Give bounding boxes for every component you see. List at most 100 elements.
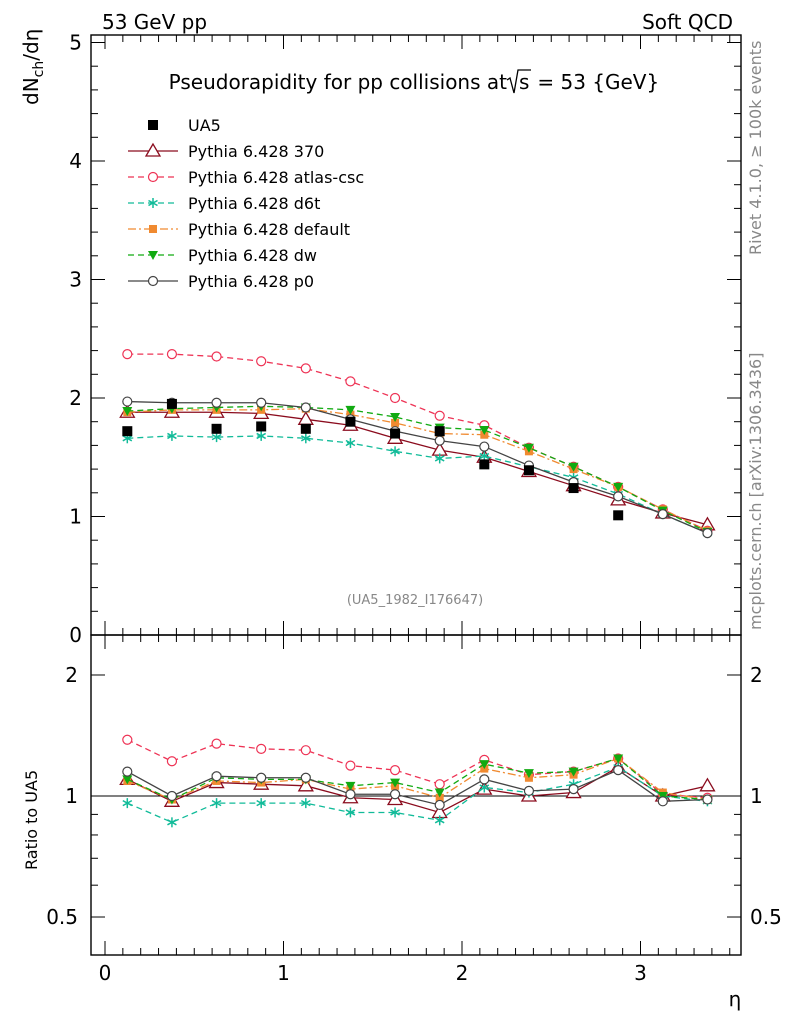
data-point [390, 428, 401, 439]
ratio-point [345, 760, 356, 771]
series-point [613, 482, 624, 492]
ratio-point [300, 745, 311, 756]
ratio-point [568, 767, 579, 777]
ratio-point [613, 754, 624, 764]
ratio-line [127, 769, 708, 806]
legend-label: Pythia 6.428 p0 [188, 272, 314, 291]
series-point [122, 349, 133, 360]
chart-title: Pseudorapidity for pp collisions at s = … [169, 69, 659, 94]
ratio-point [523, 769, 534, 779]
svg-text:dNch/dη: dNch/dη [19, 29, 47, 105]
ratio-point [568, 784, 579, 795]
ratio-point [297, 777, 314, 792]
ratio-point [256, 743, 267, 754]
ratio-point [434, 799, 445, 811]
series-point [256, 430, 267, 441]
ratio-point [479, 760, 490, 770]
series-point [122, 407, 133, 417]
series-line [127, 408, 708, 532]
ratio-point [211, 771, 222, 782]
ratio-point [657, 796, 668, 807]
legend-marker [148, 120, 158, 130]
data-point [613, 510, 624, 521]
y-tick-label: 4 [69, 149, 82, 173]
ratio-point [166, 790, 178, 802]
series-line [127, 411, 708, 526]
series-pythia-6-428-370 [119, 403, 716, 819]
ratio-point [300, 798, 311, 809]
title-prefix: Pseudorapidity for pp collisions at [169, 70, 507, 94]
data-point [300, 423, 311, 434]
x-tick-label: 1 [277, 961, 290, 985]
data-point [568, 483, 579, 494]
series-point [479, 441, 490, 452]
series-point [434, 453, 445, 464]
y-tick-label: 1 [69, 505, 82, 529]
legend-label: UA5 [188, 116, 221, 135]
ratio-line [127, 739, 708, 799]
series-point [122, 396, 133, 407]
ratio-point [434, 788, 445, 798]
series-point [167, 430, 177, 441]
ratio-point [389, 789, 401, 800]
data-point [166, 398, 177, 409]
legend-marker [147, 171, 159, 183]
data-point [434, 426, 445, 437]
series-point [345, 405, 356, 415]
series-point [211, 351, 222, 362]
ratio-point [122, 775, 133, 785]
ratio-tick-label-right: 1 [750, 784, 763, 808]
header-left: 53 GeV pp [102, 10, 207, 34]
series-point [389, 392, 401, 404]
series-point [345, 438, 356, 449]
series-point [702, 527, 713, 539]
ratio-line [127, 766, 708, 814]
side-label-top: Rivet 4.1.0, ≥ 100k events [746, 41, 765, 255]
ratio-point [702, 794, 713, 805]
ratio-point [613, 764, 624, 776]
data-point [122, 426, 133, 437]
legend-entry: Pythia 6.428 atlas-csc [128, 168, 364, 187]
ratio-point [434, 815, 445, 826]
ratio-tick-label: 1 [65, 784, 78, 808]
ratio-point [122, 798, 133, 809]
legend-entry: Pythia 6.428 p0 [128, 272, 314, 291]
series-point [479, 425, 490, 435]
legend-label: Pythia 6.428 dw [188, 246, 317, 265]
legend-entry: Pythia 6.428 default [128, 220, 350, 239]
ratio-point [300, 772, 311, 783]
title-suffix: = 53 {GeV} [531, 70, 659, 94]
data-point [211, 423, 222, 434]
ratio-point [390, 807, 400, 818]
ratio-line [127, 757, 708, 801]
legend-marker [149, 225, 157, 233]
legend-label: Pythia 6.428 default [188, 220, 350, 239]
ratio-point [211, 798, 222, 809]
series-point [300, 363, 311, 374]
series-line [127, 435, 708, 534]
y-tick-label: 2 [69, 386, 82, 410]
sqrt-sign [506, 69, 531, 94]
series-point [300, 433, 311, 444]
series-point [613, 491, 624, 502]
series-point [434, 435, 445, 446]
legend-entry: UA5 [148, 116, 221, 135]
data-point [479, 459, 490, 470]
data-point [256, 421, 267, 432]
legend-entry: Pythia 6.428 d6t [128, 194, 320, 213]
ratio-point [523, 785, 535, 796]
ratio-point [479, 774, 490, 785]
ratio-point [211, 738, 222, 749]
ratio-point [434, 779, 445, 790]
ratio-tick-label-right: 2 [750, 663, 763, 687]
ratio-tick-label-right: 0.5 [750, 905, 782, 929]
ratio-plot-frame [90, 634, 742, 956]
series-point [390, 412, 401, 422]
series-point [300, 402, 311, 413]
series-point [434, 410, 445, 421]
ratio-line [127, 766, 708, 824]
y-tick-label: 5 [69, 31, 82, 55]
ratio-point [345, 807, 356, 818]
header-right: Soft QCD [642, 10, 733, 34]
x-tick-label: 0 [99, 961, 112, 985]
